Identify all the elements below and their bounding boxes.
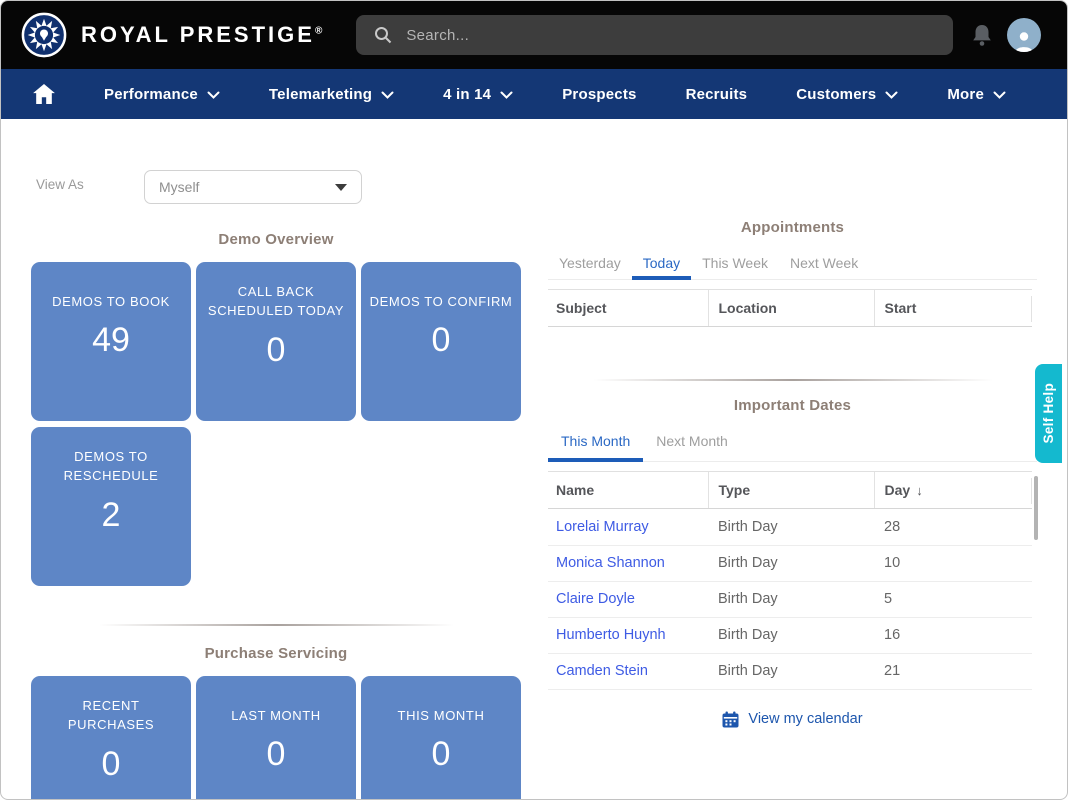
tile-demos-to-book[interactable]: DEMOS TO BOOK 49 [31,262,191,421]
appointments-table: Subject Location Start [548,289,1032,327]
tab-this-week[interactable]: This Week [702,255,768,271]
notifications-button[interactable] [971,23,993,47]
contact-link[interactable]: Claire Doyle [556,591,635,607]
tile-call-back-scheduled-today[interactable]: CALL BACK SCHEDULED TODAY 0 [196,262,356,421]
purchase-servicing-tiles: RECENT PURCHASES 0 LAST MONTH 0 THIS MON… [31,676,521,799]
view-my-calendar-link[interactable]: View my calendar [548,711,1037,728]
table-row: Camden Stein Birth Day 21 [548,653,1032,690]
nav-item-more[interactable]: More [947,86,1006,103]
date-day: 5 [874,581,1032,618]
dropdown-caret-icon [335,183,347,191]
left-column: Demo Overview DEMOS TO BOOK 49 CALL BACK… [31,231,521,799]
important-dates-tabs: This Month Next Month [548,427,1037,462]
column-header-day[interactable]: Day ↓ [873,471,1032,509]
column-header-start[interactable]: Start [873,289,1032,327]
date-day: 16 [874,617,1032,654]
tab-next-month[interactable]: Next Month [656,433,728,449]
chevron-down-icon [207,91,220,99]
demo-overview-tiles: DEMOS TO BOOK 49 CALL BACK SCHEDULED TOD… [31,262,521,586]
date-type: Birth Day [708,509,874,546]
nav-item-customers[interactable]: Customers [796,86,898,103]
bell-icon [973,25,991,46]
date-day: 21 [874,653,1032,690]
date-type: Birth Day [708,653,874,690]
view-as-value: Myself [159,179,200,195]
tile-demos-to-reschedule[interactable]: DEMOS TO RESCHEDULE 2 [31,427,191,586]
demo-overview-title: Demo Overview [218,231,334,248]
nav-item-recruits[interactable]: Recruits [685,85,748,103]
contact-link[interactable]: Monica Shannon [556,555,665,571]
tab-yesterday[interactable]: Yesterday [559,255,621,271]
date-day: 28 [874,509,1032,546]
important-dates-table: Name Type Day ↓ Lorelai Murray Birth Day … [548,471,1032,690]
self-help-tab[interactable]: Self Help [1035,364,1062,463]
lion-logo-icon [21,12,67,58]
top-header: ROYAL PRESTIGE® [1,1,1067,69]
date-type: Birth Day [708,581,874,618]
person-icon [1015,32,1033,52]
nav-item-telemarketing[interactable]: Telemarketing [269,86,394,103]
registered-mark: ® [314,25,323,37]
tab-this-month[interactable]: This Month [548,427,644,462]
nav-item-performance[interactable]: Performance [104,86,220,103]
right-column: Appointments Yesterday Today This Week N… [548,219,1038,728]
main-content: View As Myself Demo Overview DEMOS TO BO… [1,119,1067,799]
important-dates-table-wrap: Name Type Day ↓ Lorelai Murray Birth Day … [548,471,1038,690]
appointments-tabs: Yesterday Today This Week Next Week [548,249,1037,280]
column-header-location[interactable]: Location [707,289,874,327]
home-icon [33,84,55,104]
tile-recent-purchases[interactable]: RECENT PURCHASES 0 [31,676,191,799]
important-dates-title: Important Dates [733,397,852,414]
chevron-down-icon [885,91,898,99]
column-header-type[interactable]: Type [707,471,874,509]
nav-item-4-in-14[interactable]: 4 in 14 [443,86,513,103]
contact-link[interactable]: Lorelai Murray [556,518,649,535]
chevron-down-icon [993,91,1006,99]
view-as-dropdown[interactable]: Myself [144,170,362,204]
chevron-down-icon [381,91,394,99]
tile-last-month[interactable]: LAST MONTH 0 [196,676,356,799]
search-input[interactable] [356,15,954,55]
table-row: Lorelai Murray Birth Day 28 [548,509,1032,546]
date-day: 10 [874,545,1032,582]
tile-demos-to-confirm[interactable]: DEMOS TO CONFIRM 0 [361,262,521,421]
chevron-down-icon [500,91,513,99]
column-header-subject[interactable]: Subject [548,289,708,327]
user-avatar[interactable] [1007,18,1041,52]
nav-item-prospects[interactable]: Prospects [562,85,637,103]
tab-today[interactable]: Today [631,249,692,280]
section-divider [592,379,993,381]
contact-link[interactable]: Camden Stein [556,663,648,679]
table-row: Monica Shannon Birth Day 10 [548,545,1032,582]
date-type: Birth Day [708,617,874,654]
nav-home-button[interactable] [33,84,55,104]
tab-next-week[interactable]: Next Week [789,255,859,271]
table-scrollbar[interactable] [1034,476,1038,540]
appointments-title: Appointments [740,219,845,236]
column-header-name[interactable]: Name [548,471,708,509]
section-divider [98,624,454,626]
tile-this-month[interactable]: THIS MONTH 0 [361,676,521,799]
table-row: Humberto Huynh Birth Day 16 [548,617,1032,654]
contact-link[interactable]: Humberto Huynh [556,627,666,643]
appointments-empty-body [548,327,1037,379]
view-as-label: View As [36,177,84,192]
search-bar [356,15,954,55]
purchase-servicing-title: Purchase Servicing [204,645,348,662]
calendar-icon [722,711,739,727]
brand-name: ROYAL PRESTIGE® [81,22,323,47]
main-nav: Performance Telemarketing 4 in 14 Prospe… [1,69,1067,119]
sort-descending-icon: ↓ [916,483,923,498]
date-type: Birth Day [708,545,874,582]
brand-logo-link[interactable]: ROYAL PRESTIGE® [21,12,322,58]
search-icon [375,27,392,44]
table-row: Claire Doyle Birth Day 5 [548,581,1032,618]
